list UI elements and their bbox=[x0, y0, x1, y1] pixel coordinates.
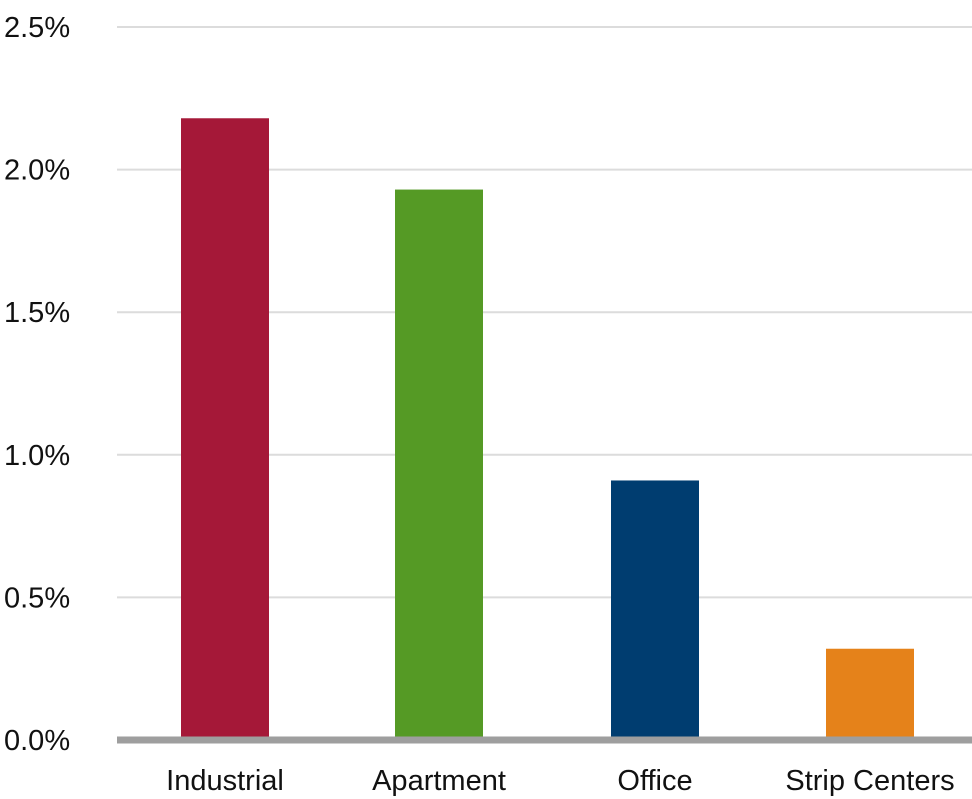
x-category-label: Strip Centers bbox=[785, 765, 954, 797]
x-axis-category-labels: Industrial Apartment Office Strip Centers bbox=[166, 765, 954, 797]
y-tick-label: 1.5% bbox=[4, 297, 70, 329]
bar-apartment bbox=[395, 189, 483, 741]
y-tick-label: 0.5% bbox=[4, 582, 70, 614]
y-tick-label: 2.0% bbox=[4, 155, 70, 187]
bar-strip-centers bbox=[826, 648, 914, 740]
bar-office bbox=[611, 480, 699, 740]
bars bbox=[181, 118, 914, 741]
y-tick-label: 2.5% bbox=[4, 12, 70, 44]
y-tick-label: 0.0% bbox=[4, 725, 70, 757]
x-category-label: Office bbox=[617, 765, 692, 797]
bar-industrial bbox=[181, 118, 269, 741]
y-tick-label: 1.0% bbox=[4, 440, 70, 472]
x-category-label: Apartment bbox=[372, 765, 506, 797]
y-axis-tick-labels: 0.0% 0.5% 1.0% 1.5% 2.0% 2.5% bbox=[4, 12, 70, 757]
x-category-label: Industrial bbox=[166, 765, 284, 797]
